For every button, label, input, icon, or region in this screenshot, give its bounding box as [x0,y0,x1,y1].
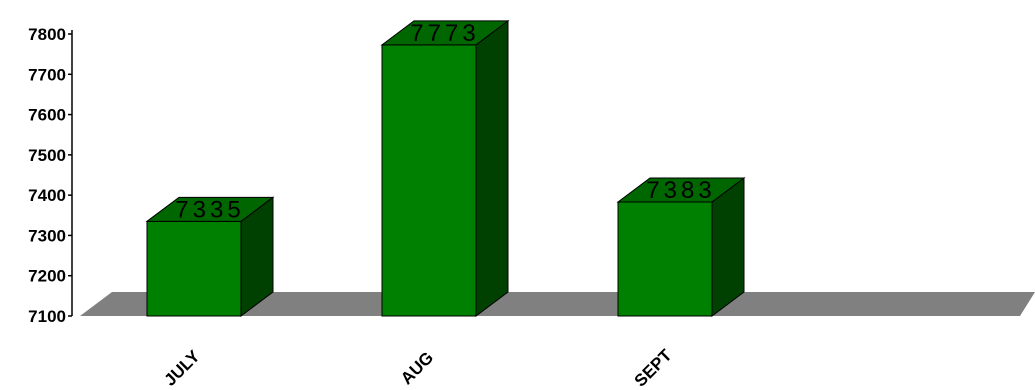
y-tick-label: 7100 [28,307,66,326]
data-label: 7335 [175,196,244,223]
bar-front [381,44,477,317]
y-tick-label: 7600 [28,106,66,125]
bar-top [616,177,746,203]
y-tick-label: 7300 [28,226,66,245]
y-tick-label: 7700 [28,65,66,84]
y-tick-label: 7200 [28,267,66,286]
x-tick-label: SEPT [631,345,676,390]
data-label: 7773 [410,20,479,47]
chart-floor [80,292,1035,316]
y-tick-label: 7800 [28,25,66,44]
y-tick-label: 7500 [28,146,66,165]
bar-top [145,196,275,222]
bar-front [146,220,242,317]
y-tick-label: 7400 [28,186,66,205]
bar-side [475,19,509,317]
x-tick-label: JULY [161,346,205,390]
x-tick-label: AUG [397,348,437,388]
bar-front [617,201,713,317]
bar-top [380,20,510,46]
data-label: 7383 [646,177,715,204]
